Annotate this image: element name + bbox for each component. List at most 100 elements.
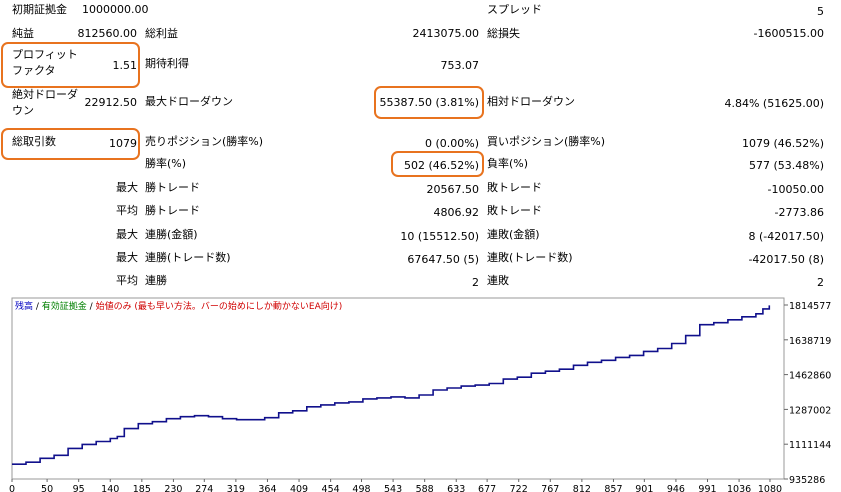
maximal-consecutive-prefix: 最大 bbox=[116, 251, 138, 264]
legend-entry: 始値のみ (最も早い方法。バーの始めにしか動かないEA向け) bbox=[96, 300, 343, 312]
gross-loss-label: 総損失 bbox=[487, 27, 520, 40]
max-consecutive-losses-value: 8 (-42017.50) bbox=[748, 230, 824, 243]
x-tick-label: 319 bbox=[227, 484, 245, 492]
x-tick-label: 946 bbox=[667, 484, 685, 492]
largest-profit-value: 20567.50 bbox=[426, 183, 480, 196]
maximal-consecutive-loss-label: 連敗(トレード数) bbox=[487, 251, 573, 264]
balance-chart: 935286 1111144 1287002 1462860 1638719 181457… bbox=[9, 297, 831, 492]
gross-profit-label: 総利益 bbox=[145, 27, 178, 40]
x-tick-label: 1080 bbox=[758, 484, 782, 492]
max-consecutive-wins-label: 連勝(金額) bbox=[145, 228, 198, 241]
long-positions-value: 1079 (46.52%) bbox=[741, 137, 824, 150]
x-tick-label: 677 bbox=[478, 484, 496, 492]
maximal-drawdown-value: 55387.50 (3.81%) bbox=[379, 96, 479, 109]
plot-frame bbox=[11, 297, 785, 480]
short-positions-label: 売りポジション(勝率%) bbox=[145, 135, 264, 148]
profit-trades-highlight bbox=[391, 151, 484, 177]
maximal-drawdown-label: 最大ドローダウン bbox=[145, 95, 233, 108]
largest-profit-label: 勝トレード bbox=[145, 181, 200, 194]
y-tick-label: 1111144 bbox=[789, 440, 831, 451]
y-tick-label: 935286 bbox=[789, 475, 825, 486]
x-tick-label: 454 bbox=[322, 484, 340, 492]
average-consecutive-wins-value: 2 bbox=[472, 276, 479, 289]
x-tick-label: 588 bbox=[416, 484, 434, 492]
spread-value: 5 bbox=[817, 5, 824, 18]
profit-factor-value: 1.51 bbox=[112, 59, 138, 72]
average-prefix: 平均 bbox=[116, 204, 138, 217]
average-profit-label: 勝トレード bbox=[145, 204, 200, 217]
profit-factor-label-1: プロフィット bbox=[12, 48, 78, 61]
profit-trades-value: 502 (46.52%) bbox=[403, 159, 479, 172]
y-tick-label: 1638719 bbox=[789, 336, 831, 347]
x-tick-label: 498 bbox=[352, 484, 370, 492]
max-drawdown-highlight bbox=[374, 86, 484, 119]
y-tick-label: 1462860 bbox=[789, 371, 831, 382]
x-tick-label: 857 bbox=[604, 484, 622, 492]
legend-entry: 有効証拠金 bbox=[42, 300, 87, 312]
x-tick-label: 901 bbox=[635, 484, 653, 492]
loss-trades-value: 577 (53.48%) bbox=[748, 159, 824, 172]
absolute-drawdown-label-2: ウン bbox=[12, 104, 34, 117]
y-tick-label: 1814577 bbox=[789, 301, 831, 312]
x-tick-label: 140 bbox=[101, 484, 119, 492]
initial-deposit-label: 初期証拠金 bbox=[12, 3, 67, 16]
profit-factor-label-2: ファクタ bbox=[12, 64, 56, 77]
maximal-consecutive-loss-value: -42017.50 (8) bbox=[748, 253, 824, 266]
largest-loss-label: 敗トレード bbox=[487, 181, 542, 194]
x-tick-label: 95 bbox=[73, 484, 85, 492]
x-tick-label: 0 bbox=[9, 484, 15, 492]
absolute-drawdown-value: 22912.50 bbox=[84, 96, 138, 109]
average-loss-value: -2773.86 bbox=[774, 206, 824, 219]
x-tick-label: 767 bbox=[541, 484, 559, 492]
total-trades-label: 総取引数 bbox=[12, 135, 56, 148]
x-tick-label: 185 bbox=[133, 484, 151, 492]
total-trades-value: 1079 bbox=[109, 137, 137, 150]
average-consecutive-losses-value: 2 bbox=[817, 276, 824, 289]
balance-line bbox=[12, 305, 771, 465]
average-consecutive-wins-label: 連勝 bbox=[145, 274, 167, 287]
x-tick-label: 1036 bbox=[727, 484, 751, 492]
x-tick-label: 633 bbox=[447, 484, 465, 492]
initial-deposit-value: 1000000.00 bbox=[82, 3, 149, 16]
x-tick-label: 364 bbox=[258, 484, 276, 492]
relative-drawdown-label: 相対ドローダウン bbox=[487, 95, 575, 108]
profit-factor-highlight bbox=[1, 42, 140, 88]
x-tick-label: 543 bbox=[384, 484, 402, 492]
profit-trades-label: 勝率(%) bbox=[145, 157, 187, 170]
gross-loss-value: -1600515.00 bbox=[753, 27, 824, 40]
x-tick-label: 722 bbox=[510, 484, 528, 492]
total-trades-highlight bbox=[1, 128, 140, 160]
largest-loss-value: -10050.00 bbox=[767, 183, 824, 196]
x-tick-label: 991 bbox=[698, 484, 716, 492]
net-profit-label: 純益 bbox=[12, 27, 34, 40]
max-consecutive-prefix: 最大 bbox=[116, 228, 138, 241]
average-consecutive-prefix: 平均 bbox=[116, 274, 138, 287]
spread-label: スプレッド bbox=[487, 3, 542, 16]
expected-payoff-label: 期待利得 bbox=[145, 57, 189, 70]
legend-entry: / bbox=[33, 302, 42, 312]
x-tick-label: 274 bbox=[195, 484, 213, 492]
net-profit-value: 812560.00 bbox=[77, 27, 138, 40]
average-profit-value: 4806.92 bbox=[433, 206, 480, 219]
legend-entry: / bbox=[87, 302, 96, 312]
expected-payoff-value: 753.07 bbox=[440, 59, 480, 72]
y-tick-label: 1287002 bbox=[789, 405, 831, 416]
absolute-drawdown-label-1: 絶対ドローダ bbox=[12, 88, 78, 101]
legend-entry: 残高 bbox=[15, 300, 33, 312]
average-loss-label: 敗トレード bbox=[487, 204, 542, 217]
max-consecutive-wins-value: 10 (15512.50) bbox=[400, 230, 479, 243]
largest-prefix: 最大 bbox=[116, 181, 138, 194]
chart-legend: 残高 / 有効証拠金 / 始値のみ (最も早い方法。バーの始めにしか動かないEA… bbox=[15, 300, 342, 312]
max-consecutive-losses-label: 連敗(金額) bbox=[487, 228, 540, 241]
maximal-consecutive-profit-value: 67647.50 (5) bbox=[407, 253, 479, 266]
maximal-consecutive-profit-label: 連勝(トレード数) bbox=[145, 251, 231, 264]
short-positions-value: 0 (0.00%) bbox=[424, 137, 479, 150]
loss-trades-label: 負率(%) bbox=[487, 157, 529, 170]
long-positions-label: 買いポジション(勝率%) bbox=[487, 135, 606, 148]
x-tick-label: 409 bbox=[290, 484, 308, 492]
x-tick-label: 812 bbox=[573, 484, 591, 492]
x-tick-label: 230 bbox=[164, 484, 182, 492]
x-tick-label: 50 bbox=[41, 484, 53, 492]
relative-drawdown-value: 4.84% (51625.00) bbox=[724, 97, 824, 110]
gross-profit-value: 2413075.00 bbox=[412, 27, 479, 40]
